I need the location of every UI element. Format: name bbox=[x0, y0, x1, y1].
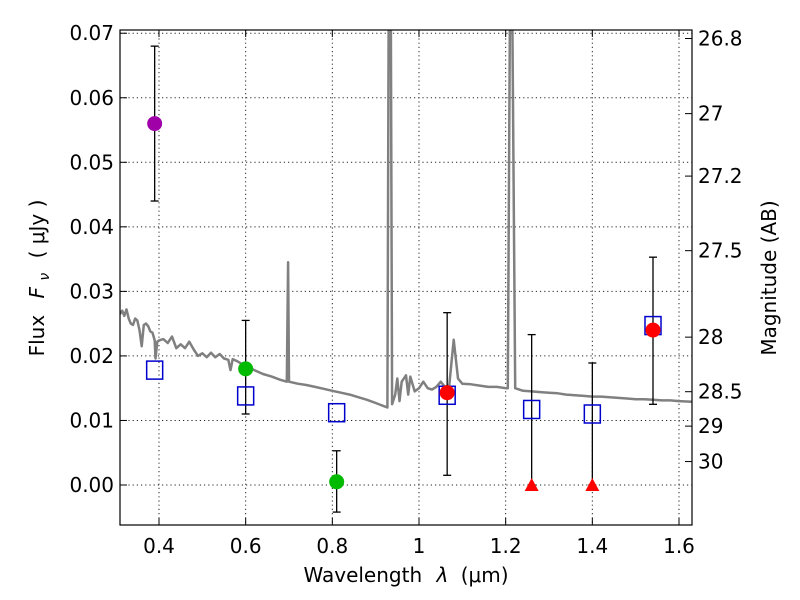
y-axis-label: Flux F ν ( μJy ) bbox=[25, 200, 54, 357]
y-tick-label: 0.02 bbox=[69, 344, 114, 368]
right-tick-label: 27 bbox=[698, 102, 723, 126]
x-tick-label: 1 bbox=[413, 534, 426, 558]
y-tick-label: 0.05 bbox=[69, 150, 114, 174]
y-axis-right-label: Magnitude (AB) bbox=[757, 200, 781, 355]
right-tick-label: 30 bbox=[698, 450, 723, 474]
y-tick-label: 0.01 bbox=[69, 408, 114, 432]
spectrum-line bbox=[120, 30, 692, 409]
model-spectrum bbox=[120, 30, 692, 409]
right-tick-label: 28 bbox=[698, 325, 723, 349]
x-tick-label: 0.8 bbox=[316, 534, 348, 558]
model-square-marker bbox=[583, 404, 602, 424]
x-axis-label: Wavelength λ (μm) bbox=[303, 563, 508, 587]
y-tick-label: 0.06 bbox=[69, 86, 114, 110]
grid bbox=[120, 30, 692, 525]
y-tick-label: 0.07 bbox=[69, 21, 114, 45]
error-bars bbox=[150, 45, 657, 513]
right-tick-label: 27.2 bbox=[698, 164, 743, 188]
observed-point bbox=[238, 361, 254, 377]
right-tick-label: 28.5 bbox=[698, 380, 743, 404]
y-tick-label: 0.04 bbox=[69, 215, 114, 239]
upper-limit-triangle bbox=[585, 477, 600, 491]
x-tick-label: 1.4 bbox=[576, 534, 608, 558]
observed-point bbox=[329, 474, 345, 490]
model-square-marker bbox=[522, 399, 541, 420]
x-tick-label: 0.6 bbox=[230, 534, 262, 558]
model-square-marker bbox=[145, 360, 164, 380]
y-tick-label: 0.00 bbox=[69, 473, 114, 497]
markers bbox=[145, 116, 662, 491]
observed-point bbox=[439, 385, 455, 401]
x-tick-label: 1.6 bbox=[663, 534, 695, 558]
model-square-marker bbox=[236, 386, 255, 406]
model-square-marker bbox=[327, 402, 346, 423]
x-tick-label: 1.2 bbox=[490, 534, 522, 558]
right-tick-label: 27.5 bbox=[698, 239, 743, 263]
observed-point bbox=[645, 322, 661, 338]
observed-point bbox=[147, 116, 163, 132]
right-tick-label: 29 bbox=[698, 414, 723, 438]
x-tick-label: 0.4 bbox=[143, 534, 175, 558]
upper-limit-triangle bbox=[524, 477, 539, 491]
y-tick-label: 0.03 bbox=[69, 279, 114, 303]
plot-frame bbox=[119, 29, 693, 526]
right-tick-label: 26.8 bbox=[698, 26, 743, 50]
axis-ticks: 0.4 0.6 0.8 1 1.2 1.4 1.6 0.00 0.01 0.02 0.03 0.04 0… bbox=[69, 21, 742, 558]
